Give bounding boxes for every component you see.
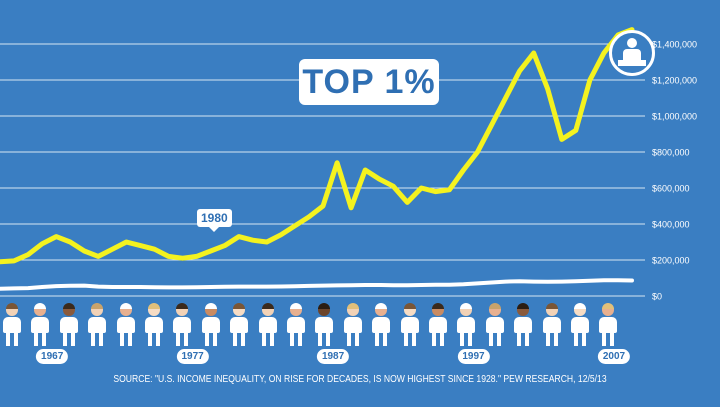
chart-title: TOP 1% bbox=[299, 59, 439, 105]
person-icon bbox=[569, 303, 591, 347]
person-icon bbox=[427, 303, 449, 347]
person-icon bbox=[115, 303, 137, 347]
person-icon bbox=[455, 303, 477, 347]
source-caption: SOURCE: "U.S. INCOME INEQUALITY, ON RISE… bbox=[113, 374, 607, 385]
person-icon bbox=[597, 303, 619, 347]
y-tick-label: $200,000 bbox=[652, 256, 690, 266]
y-axis-tick-labels: $0 $200,000 $400,000 $600,000 $800,000 $1,000… bbox=[652, 40, 697, 302]
person-icon bbox=[143, 303, 165, 347]
person-icon bbox=[257, 303, 279, 347]
seated-person-icon bbox=[609, 30, 655, 76]
y-tick-label: $1,400,000 bbox=[652, 40, 697, 50]
person-icon bbox=[200, 303, 222, 347]
person-icon bbox=[370, 303, 392, 347]
person-icon bbox=[484, 303, 506, 347]
x-tick-label: 1967 bbox=[36, 349, 69, 364]
x-tick-label: 2007 bbox=[597, 349, 631, 364]
person-icon bbox=[342, 303, 364, 347]
person-icon bbox=[58, 303, 80, 347]
person-icon bbox=[29, 303, 51, 347]
person-icon bbox=[285, 303, 307, 347]
x-tick-label: 1977 bbox=[176, 349, 209, 364]
person-icon bbox=[86, 303, 108, 347]
person-icon bbox=[399, 303, 421, 347]
gridlines bbox=[0, 43, 645, 297]
bottom-income-line bbox=[0, 278, 634, 291]
y-tick-label: $600,000 bbox=[652, 184, 690, 194]
series-lines bbox=[0, 27, 635, 291]
top-1-percent-line bbox=[0, 27, 635, 265]
y-tick-label: $0 bbox=[652, 292, 662, 302]
y-tick-label: $1,200,000 bbox=[652, 76, 697, 86]
y-tick-label: $400,000 bbox=[652, 220, 690, 230]
y-tick-label: $800,000 bbox=[652, 148, 690, 158]
person-icon bbox=[512, 303, 534, 347]
person-icon bbox=[228, 303, 250, 347]
person-icon bbox=[541, 303, 563, 347]
x-tick-label: 1987 bbox=[316, 349, 350, 364]
person-icon bbox=[313, 303, 335, 347]
year-callout: 1980 bbox=[197, 209, 232, 232]
x-tick-label: 1997 bbox=[457, 349, 490, 364]
person-icon bbox=[171, 303, 193, 347]
y-tick-label: $1,000,000 bbox=[652, 112, 697, 122]
person-icon bbox=[1, 303, 23, 347]
